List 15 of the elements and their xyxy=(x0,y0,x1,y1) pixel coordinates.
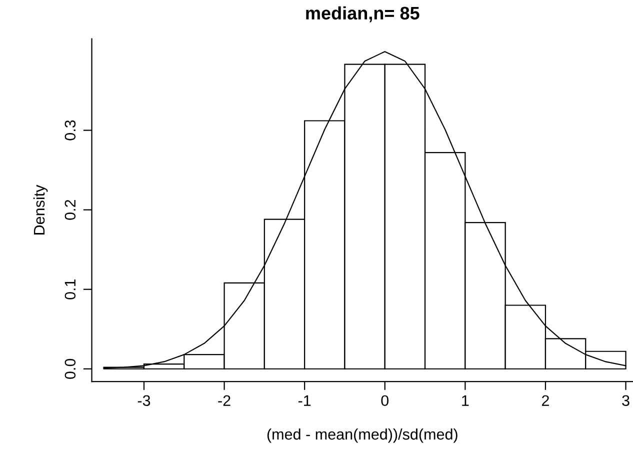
x-tick-label: -1 xyxy=(298,395,311,406)
line-series xyxy=(103,51,626,369)
x-tick-label: 3 xyxy=(622,395,630,406)
x-tick-label: 0 xyxy=(381,395,389,406)
y-tick-label: 0.3 xyxy=(64,120,76,140)
x-tick-label: 2 xyxy=(542,395,549,406)
y-tick-label: 0.0 xyxy=(64,358,76,379)
chart-title: median,n= 85 xyxy=(306,6,420,22)
x-tick-label: 1 xyxy=(462,395,469,406)
y-tick-label: 0.2 xyxy=(64,200,76,220)
x-tick-label: -2 xyxy=(218,395,230,406)
y-axis-title: Density xyxy=(33,184,48,234)
y-tick-label: 0.1 xyxy=(64,279,76,300)
x-axis-title: (med - mean(med))/sd(med) xyxy=(267,428,458,443)
x-tick-label: -3 xyxy=(138,395,150,406)
